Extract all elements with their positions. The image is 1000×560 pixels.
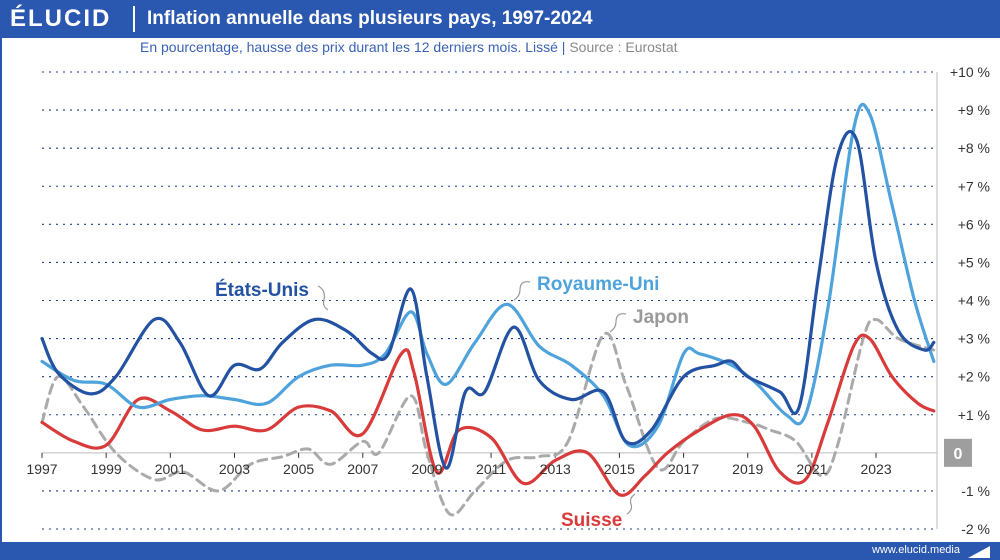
left-border — [0, 38, 2, 560]
series-label-us: États-Unis — [215, 279, 309, 301]
zero-badge — [944, 438, 972, 467]
logo-separator — [133, 6, 135, 32]
subtitle-text: En pourcentage, hausse des prix durant l… — [140, 39, 558, 55]
x-tick-label: 2007 — [347, 461, 378, 477]
footer-url[interactable]: www.elucid.media — [871, 544, 960, 556]
y-tick-label-zero: 0 — [954, 446, 963, 463]
subtitle-separator: | — [561, 39, 566, 55]
chart-subtitle: En pourcentage, hausse des prix durant l… — [140, 39, 678, 55]
series-line-us — [40, 129, 936, 470]
x-tick-label: 2023 — [860, 461, 891, 477]
y-tick-label: +10 % — [950, 64, 990, 80]
elucid-logo[interactable]: ÉLUCID — [10, 5, 112, 32]
series-line-uk — [40, 103, 936, 449]
y-tick-label: -2 % — [961, 521, 990, 537]
y-tick-label: +9 % — [958, 102, 990, 118]
y-tick-label: +1 % — [958, 407, 990, 423]
elucid-mark-icon — [968, 546, 990, 558]
y-tick-label: +7 % — [958, 178, 990, 194]
x-tick-label: 2001 — [155, 461, 186, 477]
leader-line-us — [317, 285, 329, 311]
x-tick-label: 2003 — [219, 461, 250, 477]
x-tick-label: 2021 — [796, 461, 827, 477]
x-tick-label: 1997 — [26, 461, 57, 477]
x-tick-label: 2015 — [604, 461, 635, 477]
x-tick-label: 2013 — [540, 461, 571, 477]
leader-line-ch — [626, 493, 636, 515]
y-tick-label: +6 % — [958, 216, 990, 232]
x-tick-label: 2005 — [283, 461, 314, 477]
y-tick-label: -1 % — [961, 483, 990, 499]
source-text: Source : Eurostat — [569, 39, 678, 55]
series-label-ch: Suisse — [561, 510, 622, 531]
x-tick-label: 1999 — [91, 461, 122, 477]
y-tick-label: +3 % — [958, 331, 990, 347]
series-label-uk: Royaume-Uni — [537, 274, 659, 295]
leader-line-uk — [513, 281, 531, 301]
chart-title: Inflation annuelle dans plusieurs pays, … — [147, 8, 593, 29]
y-tick-label: +4 % — [958, 293, 990, 309]
x-tick-label: 2017 — [668, 461, 699, 477]
leader-line-jp — [609, 313, 627, 333]
x-tick-label: 2011 — [476, 461, 506, 477]
y-tick-label: +5 % — [958, 254, 990, 270]
x-tick-label: 2009 — [411, 461, 442, 477]
x-tick-label: 2019 — [732, 461, 763, 477]
y-tick-label: +8 % — [958, 140, 990, 156]
header-bar: ÉLUCID Inflation annuelle dans plusieurs… — [0, 0, 1000, 38]
series-line-ch — [40, 333, 936, 497]
series-label-jp: Japon — [633, 307, 689, 328]
y-tick-label: +2 % — [958, 369, 990, 385]
series-line-jp — [40, 317, 936, 517]
footer-bar: www.elucid.media — [0, 542, 1000, 560]
